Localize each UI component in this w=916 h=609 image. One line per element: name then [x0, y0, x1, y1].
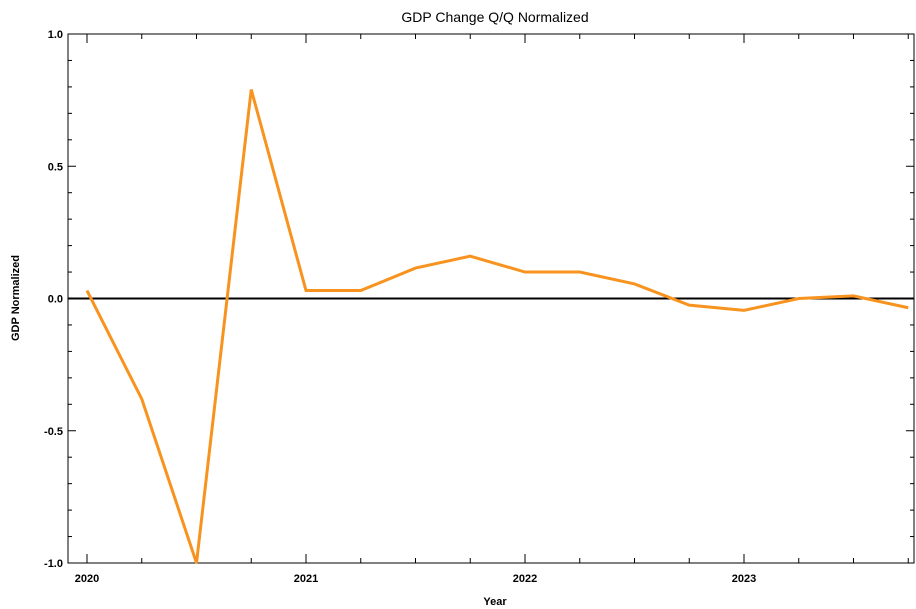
y-tick-label: 0.0	[48, 294, 63, 306]
y-tick-label: 1.0	[48, 29, 63, 41]
y-tick-label: -1.0	[44, 558, 63, 570]
x-axis-ticks: 2020 2021 2022 2023	[75, 573, 756, 585]
x-tick-label: 2022	[513, 573, 537, 585]
y-tick-label: -0.5	[44, 426, 63, 438]
y-tick-label: 0.5	[48, 161, 63, 173]
x-axis-title: Year	[483, 596, 507, 608]
minor-ticks	[68, 33, 914, 564]
series-layer	[85, 89, 909, 564]
x-tick-label: 2020	[75, 573, 99, 585]
x-tick-label: 2021	[294, 573, 318, 585]
series-line	[85, 89, 909, 564]
y-axis-title: GDP Normalized	[10, 255, 22, 341]
x-tick-label: 2023	[732, 573, 756, 585]
chart-title: GDP Change Q/Q Normalized	[401, 9, 588, 25]
y-axis-ticks: 1.0 0.5 0.0 -0.5 -1.0	[44, 29, 63, 570]
